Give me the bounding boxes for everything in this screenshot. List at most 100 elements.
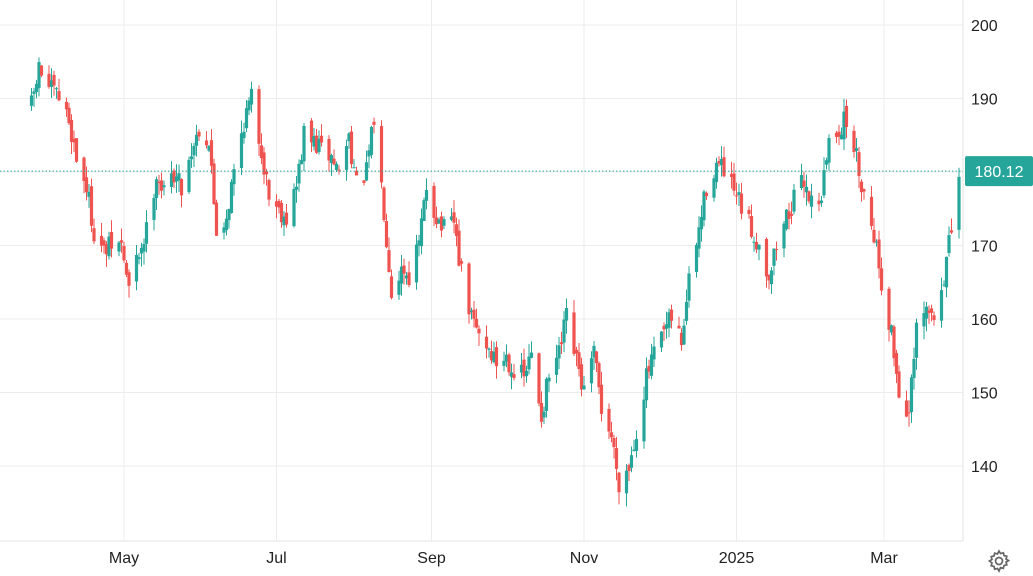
candle-up <box>557 336 561 370</box>
candle-down <box>627 463 631 481</box>
candle-up <box>174 164 179 193</box>
candle-up <box>297 159 301 192</box>
candle-body <box>669 309 674 321</box>
candle-body <box>512 374 516 378</box>
candle-body <box>249 88 254 105</box>
candle-body <box>859 181 864 193</box>
candle-body <box>187 159 191 192</box>
candle-down <box>609 421 614 443</box>
candle-body <box>857 152 861 177</box>
candle-body <box>599 384 604 414</box>
candle-up <box>854 137 859 162</box>
candle-down <box>512 363 516 381</box>
candle-up <box>87 184 91 208</box>
candle-up <box>177 164 181 192</box>
candle-body <box>354 170 359 176</box>
candle-body <box>939 290 944 321</box>
candle-body <box>457 230 461 266</box>
candle-down <box>67 102 71 125</box>
candle-down <box>89 178 94 233</box>
candle-up <box>889 324 894 336</box>
candle-up <box>682 318 686 346</box>
candle-down <box>767 274 771 290</box>
candle-up <box>824 157 829 170</box>
candle-down <box>789 201 794 225</box>
candle-body <box>477 328 481 334</box>
candle-body <box>929 308 934 313</box>
candle-down <box>179 178 184 208</box>
candle-up <box>502 351 506 372</box>
candle-down <box>382 185 386 223</box>
x-tick-label: Mar <box>870 550 898 567</box>
candle-body <box>904 400 909 417</box>
candle-down <box>862 188 866 200</box>
candle-up <box>714 157 719 189</box>
candle-down <box>337 165 341 175</box>
candle-down <box>362 180 366 186</box>
candle-body <box>92 228 96 242</box>
candle-up <box>247 97 251 116</box>
y-tick-label: 160 <box>971 312 998 329</box>
candle-up <box>629 446 634 473</box>
candle-down <box>459 258 464 272</box>
candle-body <box>434 217 439 225</box>
candle-up <box>547 373 551 393</box>
candle-up <box>792 184 796 215</box>
candle-body <box>372 121 376 125</box>
candle-up <box>782 221 786 258</box>
candle-body <box>179 179 184 196</box>
candle-up <box>294 176 299 203</box>
candle-down <box>262 147 266 185</box>
candle-up <box>632 439 636 452</box>
candle-down <box>887 286 891 342</box>
candle-body <box>104 244 109 255</box>
candle-body <box>932 315 936 320</box>
candle-body <box>257 89 261 144</box>
candle-body <box>842 111 846 140</box>
y-axis-labels: 140150160170180190200 <box>971 18 998 476</box>
candle-body <box>579 364 584 390</box>
candle-up <box>317 130 321 155</box>
candle-up <box>822 157 826 199</box>
candle-up <box>652 336 656 367</box>
candle-body <box>439 216 444 231</box>
candle-up <box>49 68 54 98</box>
candle-up <box>947 226 951 257</box>
candle-body <box>177 173 181 181</box>
candle-body <box>642 399 646 442</box>
candle-body <box>362 180 366 183</box>
candle-down <box>594 350 599 373</box>
candle-up <box>624 464 629 507</box>
candle-down <box>64 97 69 117</box>
candle-body <box>869 196 874 226</box>
candle-down <box>127 269 131 298</box>
candle-body <box>729 174 734 177</box>
candle-up <box>292 183 296 228</box>
candle-body <box>739 193 744 214</box>
candle-body <box>737 192 741 196</box>
candle-body <box>644 368 649 401</box>
candle-down <box>892 324 896 367</box>
candle-body <box>242 131 246 139</box>
candle-down <box>72 130 76 153</box>
x-axis-labels: May Jul Sep Nov 2025 Mar <box>109 550 899 567</box>
candle-body <box>767 274 771 281</box>
candle-down <box>74 138 79 163</box>
candle-body <box>364 162 369 181</box>
candle-body <box>459 261 464 264</box>
candle-up <box>589 351 594 393</box>
candle-body <box>874 241 879 243</box>
candle-up <box>364 150 369 182</box>
candle-down <box>764 237 769 288</box>
candle-up <box>139 242 144 267</box>
candle-down <box>537 352 541 407</box>
candle-body <box>624 470 629 494</box>
candle-up <box>344 139 349 181</box>
candle-body <box>734 195 739 197</box>
gear-icon[interactable] <box>986 548 1012 574</box>
candle-down <box>507 352 511 376</box>
candle-body <box>769 270 774 285</box>
candle-body <box>694 244 699 273</box>
candle-body <box>224 218 229 231</box>
candle-down <box>787 202 791 230</box>
